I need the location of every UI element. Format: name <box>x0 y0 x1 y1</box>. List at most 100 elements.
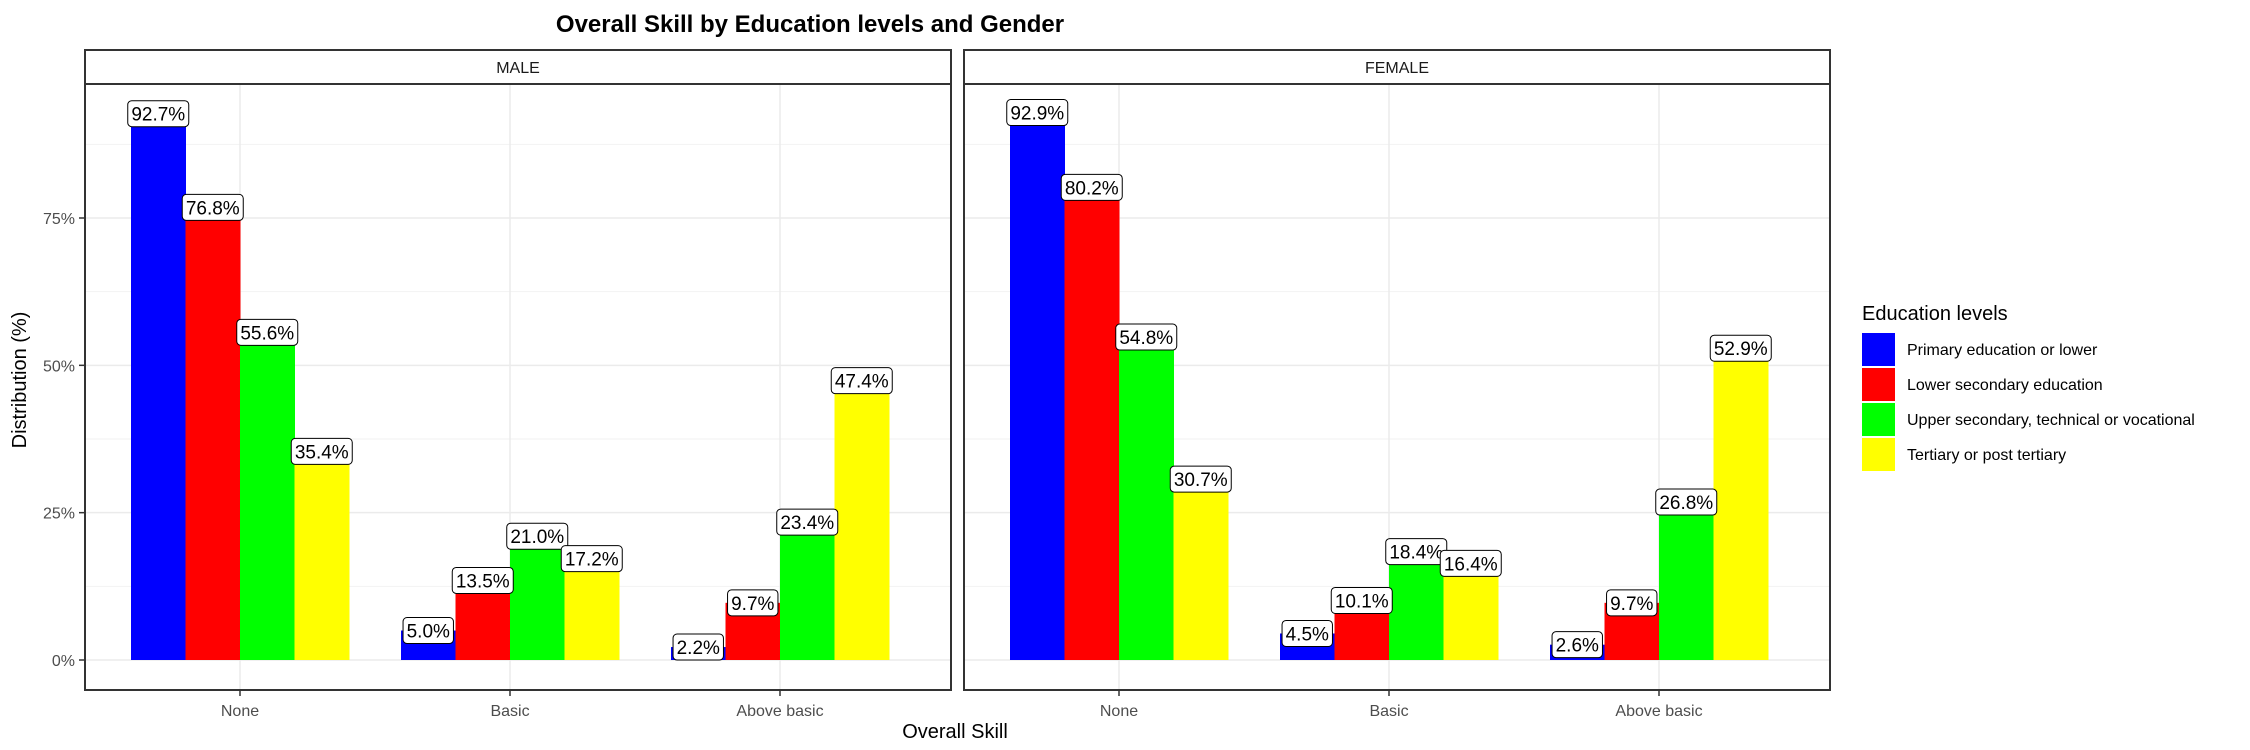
y-tick-label: 0% <box>52 653 75 670</box>
data-label-box <box>1330 586 1393 614</box>
y-tick-label: 50% <box>43 358 75 375</box>
data-label: 54.8% <box>1115 323 1178 351</box>
panel-male: 92.7% 5.0% 2.2% 76.8% 13.5% 9.7% 55.6% 21.0% 23.… <box>43 49 952 720</box>
data-label-box <box>1169 465 1232 493</box>
x-axis-title: Overall Skill <box>902 721 1008 743</box>
data-label-box <box>560 545 623 573</box>
data-label-text: 9.7% <box>731 594 774 615</box>
data-label-box <box>506 522 569 550</box>
data-label-text: 18.4% <box>1389 543 1443 564</box>
bar <box>834 380 890 660</box>
bar <box>1713 348 1769 660</box>
data-label-box <box>1655 488 1718 516</box>
data-label: 9.7% <box>1606 589 1658 617</box>
legend-swatch <box>1862 403 1895 436</box>
bar <box>1010 112 1065 660</box>
facet-panels: 92.7% 5.0% 2.2% 76.8% 13.5% 9.7% 55.6% 21.0% 23.… <box>43 49 1831 720</box>
data-label-text: 16.4% <box>1444 554 1498 575</box>
data-label: 23.4% <box>776 508 839 536</box>
data-label-text: 5.0% <box>407 622 450 643</box>
data-label-box <box>727 589 779 617</box>
data-label-box <box>1115 323 1178 351</box>
data-label-text: 4.5% <box>1286 624 1329 645</box>
data-label-box <box>181 193 244 221</box>
y-axis-title: Distribution (%) <box>9 312 31 449</box>
bar <box>510 536 565 660</box>
x-tick-label: Above basic <box>736 703 823 720</box>
bar <box>1389 551 1444 660</box>
data-label-box <box>1006 99 1069 127</box>
data-label: 10.1% <box>1330 586 1393 614</box>
data-label-text: 2.2% <box>677 638 720 659</box>
bar <box>1119 337 1174 660</box>
data-label-box <box>672 633 724 661</box>
legend-label: Tertiary or post tertiary <box>1907 447 2066 464</box>
legend-item: Lower secondary education <box>1862 368 2103 401</box>
data-label-box <box>236 318 299 346</box>
legend-label: Lower secondary education <box>1907 377 2103 394</box>
data-label: 21.0% <box>506 522 569 550</box>
legend-title: Education levels <box>1862 303 2008 325</box>
data-label-text: 23.4% <box>780 513 834 534</box>
data-label-text: 21.0% <box>510 527 564 548</box>
data-label-box <box>1060 173 1123 201</box>
data-label-text: 26.8% <box>1659 493 1713 514</box>
bar <box>780 522 835 660</box>
data-label-text: 47.4% <box>835 372 889 393</box>
data-label: 16.4% <box>1439 549 1502 577</box>
data-label: 52.9% <box>1709 334 1772 362</box>
data-label-box <box>1551 631 1603 659</box>
strip-background <box>84 49 952 85</box>
x-tick-label: Basic <box>1369 703 1408 720</box>
strip-background <box>963 49 1831 85</box>
data-label: 26.8% <box>1655 488 1718 516</box>
panel-female: 92.9% 4.5% 2.6% 80.2% 10.1% 9.7% 54.8% 18.4% 26.… <box>963 49 1831 720</box>
data-label-text: 80.2% <box>1065 178 1119 199</box>
strip-label: MALE <box>496 60 540 77</box>
legend-item: Upper secondary, technical or vocational <box>1862 403 2195 436</box>
data-label-text: 76.8% <box>186 198 240 219</box>
legend-swatch <box>1862 333 1895 366</box>
bar <box>294 451 350 660</box>
data-label-box <box>1281 619 1333 647</box>
data-label-box <box>451 566 514 594</box>
data-label-text: 13.5% <box>456 571 510 592</box>
data-label-box <box>127 100 190 128</box>
y-tick-label: 75% <box>43 211 75 228</box>
bar <box>131 113 186 661</box>
legend-item: Primary education or lower <box>1862 333 2098 366</box>
data-label: 4.5% <box>1281 619 1333 647</box>
data-label-text: 30.7% <box>1174 470 1228 491</box>
legend-item: Tertiary or post tertiary <box>1862 438 2066 471</box>
data-label-text: 54.8% <box>1119 328 1173 349</box>
data-label: 2.6% <box>1551 631 1603 659</box>
bar <box>1173 479 1229 660</box>
data-label: 2.2% <box>672 633 724 661</box>
data-label-box <box>776 508 839 536</box>
bar <box>564 558 620 660</box>
data-label-text: 55.6% <box>240 323 294 344</box>
data-label: 92.9% <box>1006 99 1069 127</box>
data-label-box <box>830 367 893 395</box>
data-label-text: 9.7% <box>1610 594 1653 615</box>
x-tick-label: Basic <box>490 703 529 720</box>
data-label: 55.6% <box>236 318 299 346</box>
x-tick-label: Above basic <box>1615 703 1702 720</box>
data-label-text: 10.1% <box>1335 591 1389 612</box>
legend-label: Primary education or lower <box>1907 342 2098 359</box>
data-label-text: 35.4% <box>295 442 349 463</box>
data-label: 92.7% <box>127 100 190 128</box>
x-tick-label: None <box>1100 703 1138 720</box>
bar <box>1443 563 1499 660</box>
bar <box>185 207 241 660</box>
legend-label: Upper secondary, technical or vocational <box>1907 412 2195 429</box>
legend-swatch <box>1862 368 1895 401</box>
bar <box>1659 502 1714 660</box>
data-label: 9.7% <box>727 589 779 617</box>
data-label: 18.4% <box>1385 538 1448 566</box>
legend: Education levels Primary education or lo… <box>1862 303 2195 471</box>
data-label-box <box>1709 334 1772 362</box>
bar <box>240 332 295 660</box>
x-tick-label: None <box>221 703 259 720</box>
